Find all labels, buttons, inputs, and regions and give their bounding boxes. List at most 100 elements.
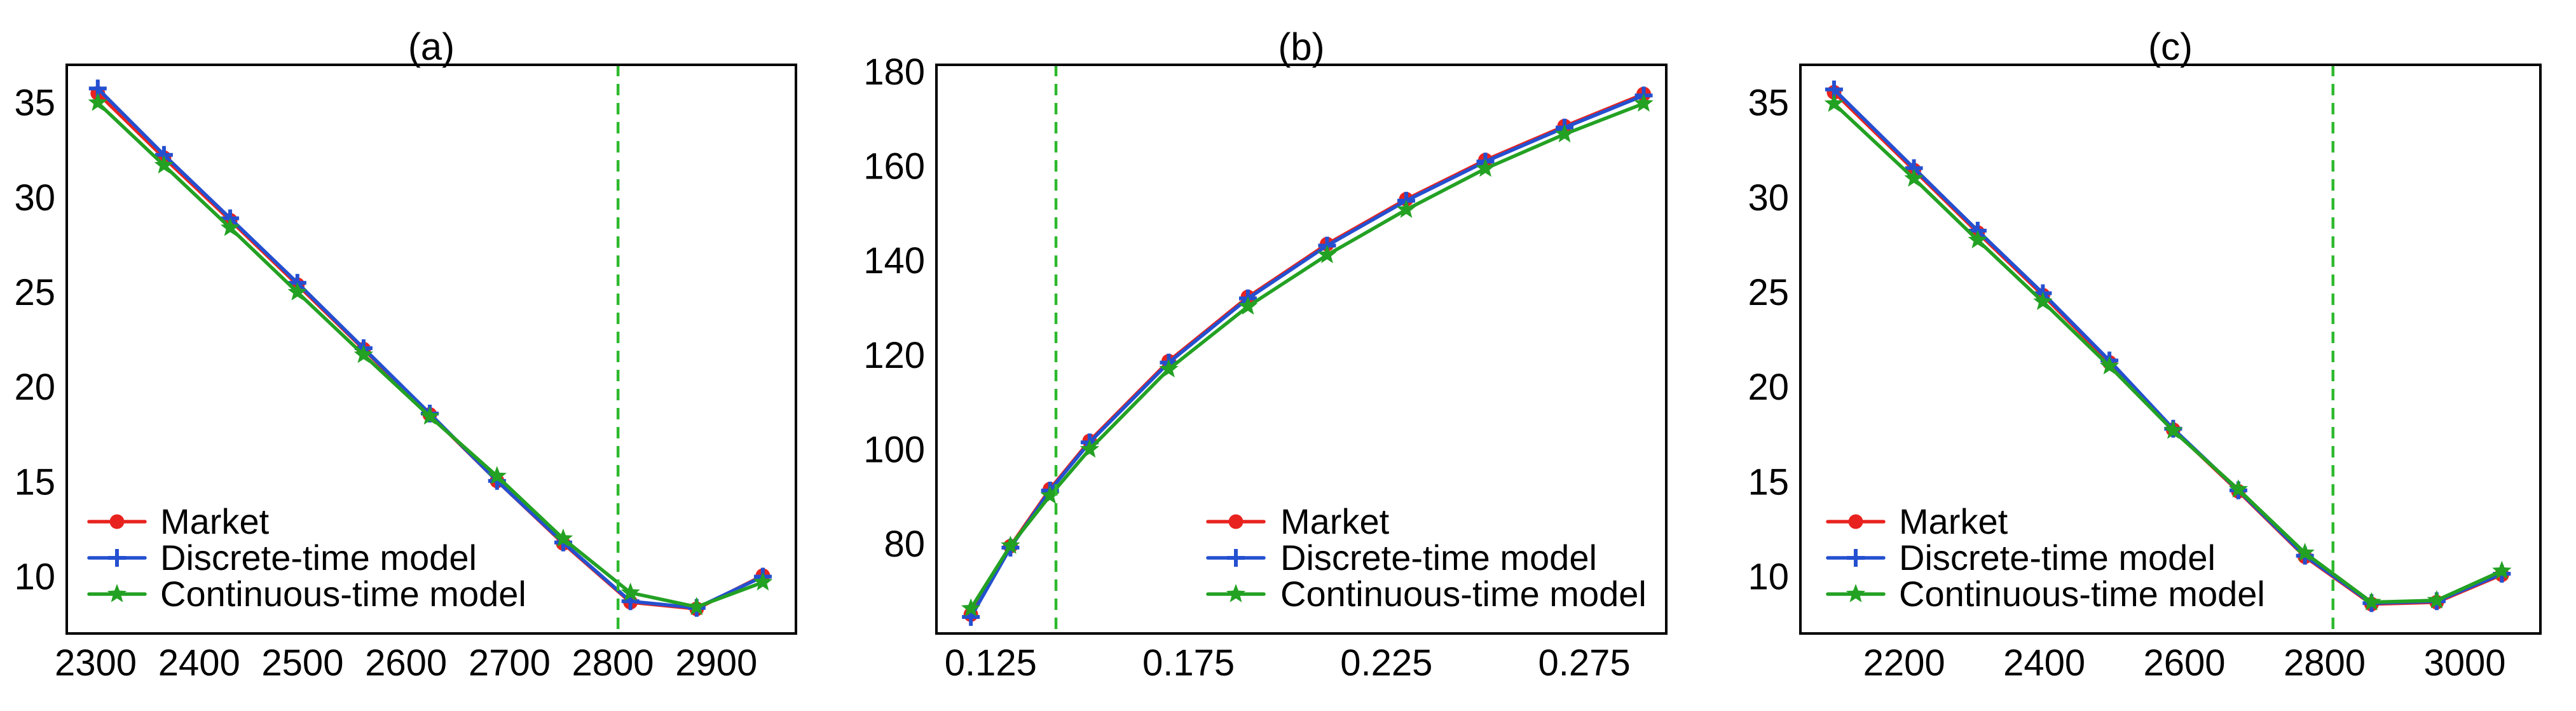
star-point-marker	[2163, 420, 2183, 439]
x-tick-label: 0.175	[1142, 642, 1235, 684]
legend-item: Discrete-time model	[87, 538, 477, 578]
star-point-marker	[1634, 93, 1654, 112]
y-tick-label: 15	[14, 461, 55, 503]
axes-box	[1799, 64, 2542, 635]
x-tick-label: 2300	[55, 642, 137, 684]
x-tick-label: 2700	[469, 642, 551, 684]
legend-label: Continuous-time model	[160, 574, 526, 614]
y-tick-label: 20	[14, 367, 55, 408]
x-tick-label: 2800	[2284, 642, 2366, 684]
y-tick-label: 180	[863, 51, 925, 93]
axes-box	[935, 64, 1668, 635]
panel-b-chart: (b) 0.125 0.175 0.225 0.275 80 100 120 140 160 180…	[863, 25, 1668, 684]
legend-item: Discrete-time model	[1826, 538, 2216, 578]
market-point-marker	[1228, 514, 1243, 529]
star-point-marker	[1001, 535, 1020, 554]
star-point-marker	[1824, 93, 1844, 112]
legend-label: Discrete-time model	[1280, 538, 1597, 578]
star-point-marker	[88, 92, 107, 111]
star-point-marker	[220, 217, 240, 236]
y-tick-label: 15	[1748, 461, 1789, 503]
y-tick-label: 20	[1748, 367, 1789, 408]
x-tick-label: 2400	[158, 642, 240, 684]
star-point-marker	[2427, 590, 2447, 609]
series-star	[1824, 93, 2512, 611]
y-tick-label: 10	[1748, 557, 1789, 598]
panel-a-chart: (a) 2300 2400 2500 2600 2700 2800 2900 10 15 20 25 3…	[14, 25, 797, 684]
y-tick-label: 25	[1748, 272, 1789, 313]
x-tick-label: 2500	[261, 642, 343, 684]
y-tick-label: 80	[884, 524, 925, 565]
y-tick-label: 25	[14, 272, 55, 313]
star-point-marker	[1396, 200, 1416, 218]
y-tick-label: 100	[863, 429, 925, 470]
star-point-marker	[1226, 584, 1246, 602]
legend-item: Continuous-time model	[1826, 574, 2265, 614]
x-tick-label: 2400	[2003, 642, 2085, 684]
star-point-marker	[1968, 230, 1988, 248]
legend-item: Market	[1826, 501, 2008, 541]
plus-point-marker	[1227, 549, 1245, 567]
panel-title: (b)	[1278, 25, 1324, 68]
legend-label: Market	[1280, 501, 1390, 541]
star-point-marker	[1040, 485, 1060, 504]
legend-item: Discrete-time model	[1206, 538, 1597, 578]
market-point-marker	[1848, 514, 1863, 529]
panel-title: (a)	[408, 25, 455, 68]
star-point-marker	[687, 597, 706, 616]
y-tick-label: 30	[1748, 177, 1789, 219]
legend-label: Continuous-time model	[1899, 574, 2265, 614]
star-point-marker	[553, 528, 573, 547]
star-point-marker	[2362, 592, 2381, 611]
star-point-marker	[961, 598, 981, 617]
star-point-marker	[1317, 245, 1337, 264]
star-point-marker	[487, 466, 507, 485]
y-tick-label: 35	[14, 83, 55, 124]
star-point-marker	[1846, 584, 1866, 602]
star-point-marker	[420, 406, 440, 425]
x-tick-label: 0.125	[945, 642, 1037, 684]
x-tick-label: 0.275	[1538, 642, 1631, 684]
x-tick-label: 2600	[365, 642, 447, 684]
star-point-marker	[287, 282, 307, 301]
series-star	[961, 93, 1654, 617]
x-tick-label: 3000	[2423, 642, 2505, 684]
legend-item: Market	[87, 501, 270, 541]
star-point-marker	[107, 584, 127, 602]
star-point-marker	[620, 582, 640, 601]
x-tick-label: 2200	[1863, 642, 1945, 684]
panel-title: (c)	[2148, 25, 2193, 68]
legend-label: Discrete-time model	[160, 538, 477, 578]
plus-point-marker	[1847, 549, 1865, 567]
legend-label: Continuous-time model	[1280, 574, 1647, 614]
plus-point-marker	[108, 549, 126, 567]
star-point-marker	[753, 572, 773, 591]
legend-label: Market	[1899, 501, 2008, 541]
star-point-marker	[1476, 158, 1495, 177]
star-point-marker	[2228, 479, 2249, 498]
market-point-marker	[109, 514, 125, 529]
y-tick-label: 30	[14, 177, 55, 219]
star-point-marker	[1904, 168, 1924, 187]
legend-item: Continuous-time model	[87, 574, 526, 614]
star-point-marker	[1238, 296, 1258, 315]
series-star	[88, 92, 773, 616]
legend-label: Market	[160, 501, 270, 541]
x-tick-label: 2600	[2144, 642, 2226, 684]
legend-item: Market	[1206, 501, 1390, 541]
y-tick-label: 160	[863, 146, 925, 187]
star-point-marker	[2295, 543, 2315, 562]
y-tick-label: 140	[863, 240, 925, 281]
star-point-marker	[1159, 359, 1179, 377]
star-point-marker	[353, 344, 374, 363]
x-tick-label: 0.225	[1340, 642, 1432, 684]
y-tick-label: 10	[14, 557, 55, 598]
star-point-marker	[2033, 291, 2053, 310]
y-tick-label: 120	[863, 335, 925, 376]
star-point-marker	[2492, 560, 2512, 579]
y-tick-label: 35	[1748, 83, 1789, 124]
axes-box	[65, 64, 797, 635]
